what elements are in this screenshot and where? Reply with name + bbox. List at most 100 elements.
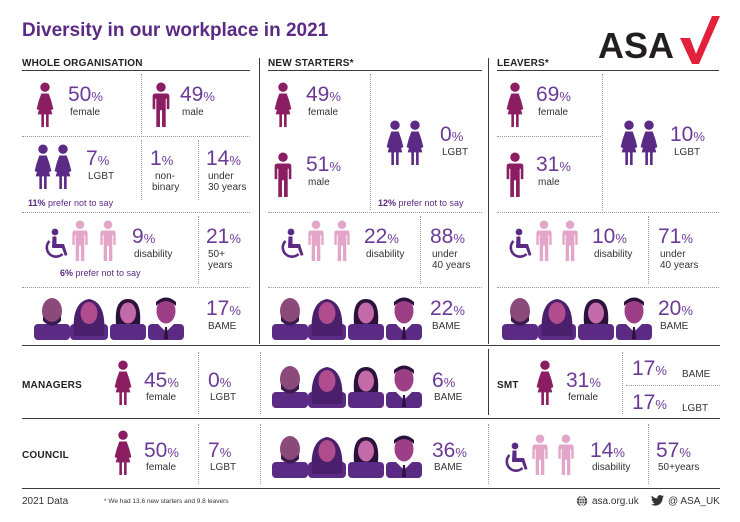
council-disability-pct: 14: [590, 439, 614, 462]
wheelchair-icon: [276, 228, 306, 260]
lgbt-pair-icon: [52, 144, 74, 190]
female-icon: [112, 360, 134, 406]
smt-lgbt-pct: 17: [632, 391, 656, 414]
lgbt-pair-icon: [638, 120, 660, 166]
leavers-under40-label: under: [660, 249, 686, 260]
leavers-under40-label: 40 years: [660, 260, 699, 271]
female-icon: [34, 82, 56, 128]
starters-male-label: male: [308, 177, 330, 188]
rule: [22, 418, 720, 419]
council-lgbt-pct: 7: [208, 439, 220, 462]
starters-under40-pct: 88: [430, 225, 454, 248]
managers-bame-pct: 6: [432, 369, 444, 392]
whole-over50-label: 50+: [208, 249, 225, 260]
person-icon: [560, 220, 580, 262]
managers-bame-label: BAME: [434, 392, 463, 403]
starters-disability-pct: 22: [364, 225, 388, 248]
person-icon: [530, 434, 550, 476]
male-icon: [150, 82, 172, 128]
council-lgbt-label: LGBT: [210, 462, 237, 473]
whole-under30-label: 30 years: [208, 182, 247, 193]
section-whole-organisation: WHOLE ORGANISATION: [22, 58, 143, 69]
leavers-disability-pct: 10: [592, 225, 616, 248]
wheelchair-icon: [504, 228, 534, 260]
council-disability-label: disability: [592, 462, 631, 473]
starters-under40-label: under: [432, 249, 458, 260]
leavers-under40-pct: 71: [658, 225, 682, 248]
whole-lgbt-pct: 7: [86, 147, 98, 170]
whole-male-label: male: [182, 107, 204, 118]
whole-under30-label: under: [208, 171, 234, 182]
managers-female-label: female: [146, 392, 177, 403]
rule: [497, 70, 719, 71]
leavers-bame-label: BAME: [660, 321, 689, 332]
managers-lgbt-pct: 0: [208, 369, 220, 392]
wheelchair-icon: [500, 442, 530, 474]
bame-group-icon: [272, 294, 422, 340]
bame-group-icon: [272, 362, 422, 408]
whole-disability-pct: 9: [132, 225, 144, 248]
male-icon: [272, 152, 294, 198]
smt-lgbt-label: LGBT: [682, 403, 709, 414]
smt-bame-label: BAME: [682, 369, 711, 380]
whole-bame-pct: 17: [206, 297, 230, 320]
person-icon: [306, 220, 326, 262]
section-leavers: LEAVERS*: [497, 58, 549, 69]
whole-over50-pct: 21: [206, 225, 230, 248]
person-icon: [70, 220, 90, 262]
starters-bame-pct: 22: [430, 297, 454, 320]
rule: [268, 70, 482, 71]
lgbt-pair-icon: [404, 120, 426, 166]
council-bame-pct: 36: [432, 439, 456, 462]
leavers-female-pct: 69: [536, 83, 560, 106]
starters-lgbt-label: LGBT: [442, 147, 469, 158]
starters-bame-label: BAME: [432, 321, 461, 332]
female-icon: [112, 430, 134, 476]
smt-bame-pct: 17: [632, 357, 656, 380]
council-over50-pct: 57: [656, 439, 680, 462]
footer-twitter-link[interactable]: @ ASA_UK: [668, 496, 720, 507]
starters-lgbt-note: 12% prefer not to say: [378, 198, 464, 208]
leavers-lgbt-pct: 10: [670, 123, 694, 146]
smt-female-label: female: [568, 392, 599, 403]
bame-group-icon: [272, 432, 422, 478]
whole-nonbinary-pct: 1: [150, 147, 162, 170]
council-female-label: female: [146, 462, 177, 473]
person-icon: [332, 220, 352, 262]
rule: [22, 488, 720, 489]
whole-nonbinary-label: binary: [152, 182, 180, 193]
footer-data-year: 2021 Data: [22, 496, 69, 507]
rule: [22, 345, 720, 346]
whole-lgbt-note: 11% prefer not to say: [28, 198, 114, 208]
section-managers: MANAGERS: [22, 380, 82, 391]
page-title: Diversity in our workplace in 2021: [22, 20, 329, 41]
leavers-male-pct: 31: [536, 153, 560, 176]
whole-female-pct: 50: [68, 83, 92, 106]
starters-male-pct: 51: [306, 153, 330, 176]
male-icon: [504, 152, 526, 198]
footer-footnote: * We had 13.6 new starters and 9.8 leave…: [104, 498, 229, 505]
bame-group-icon: [502, 294, 652, 340]
starters-under40-label: 40 years: [432, 260, 471, 271]
asa-logo: ASA: [598, 10, 720, 70]
wheelchair-icon: [40, 228, 70, 260]
starters-disability-label: disability: [366, 249, 405, 260]
rule: [22, 70, 250, 71]
divider: [488, 349, 489, 415]
leavers-bame-pct: 20: [658, 297, 682, 320]
divider: [259, 58, 260, 344]
female-icon: [272, 82, 294, 128]
leavers-male-label: male: [538, 177, 560, 188]
whole-nonbinary-label: non-: [155, 171, 176, 182]
smt-female-pct: 31: [566, 369, 590, 392]
council-female-pct: 50: [144, 439, 168, 462]
footer-website-link[interactable]: asa.org.uk: [592, 496, 639, 507]
svg-text:ASA: ASA: [598, 25, 674, 66]
starters-female-pct: 49: [306, 83, 330, 106]
section-smt: SMT: [497, 380, 519, 391]
section-council: COUNCIL: [22, 450, 69, 461]
whole-under30-pct: 14: [206, 147, 230, 170]
whole-female-label: female: [70, 107, 101, 118]
person-icon: [556, 434, 576, 476]
female-icon: [504, 82, 526, 128]
